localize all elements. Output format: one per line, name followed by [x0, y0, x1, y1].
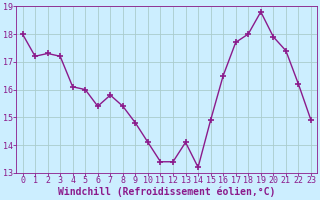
X-axis label: Windchill (Refroidissement éolien,°C): Windchill (Refroidissement éolien,°C) [58, 187, 276, 197]
